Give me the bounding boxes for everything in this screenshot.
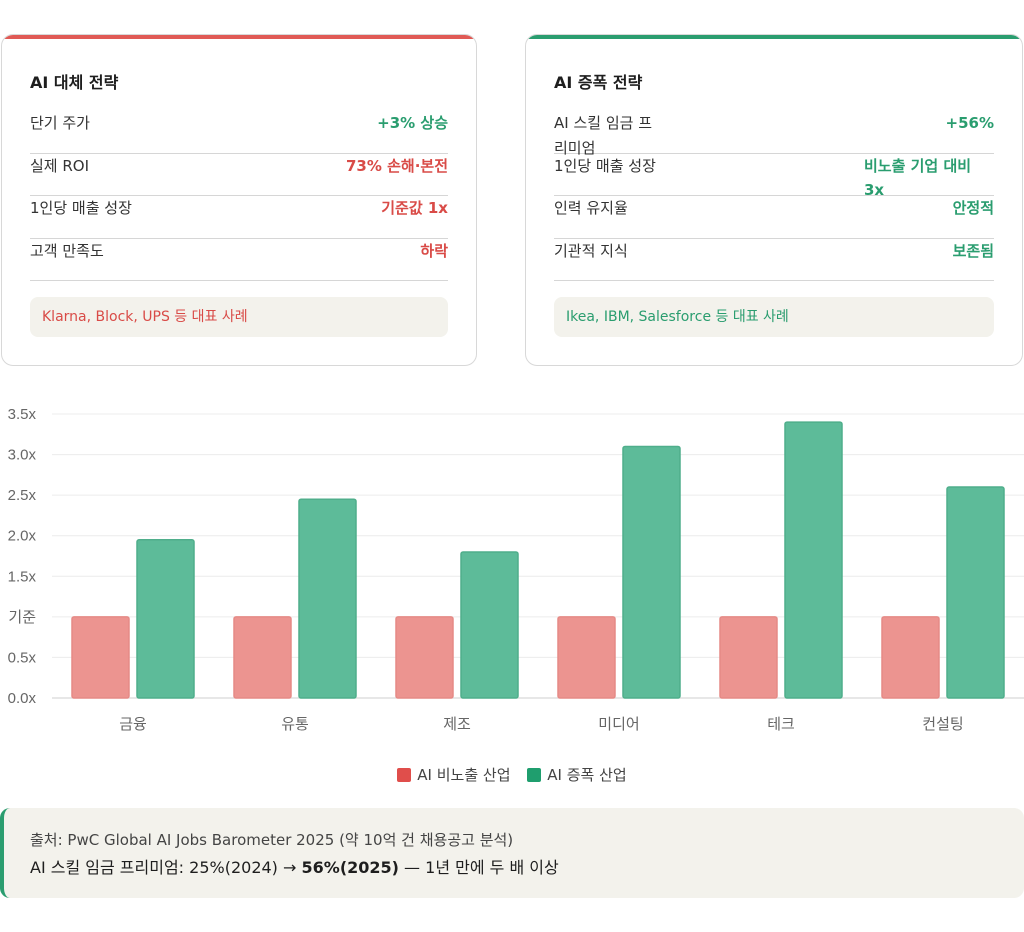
- metric-row: 1인당 매출 성장 비노출 기업 대비 3x: [554, 154, 994, 199]
- bar-amplify: [460, 551, 519, 699]
- metric-label: 1인당 매출 성장: [554, 156, 656, 175]
- bar-amplify: [784, 421, 843, 699]
- legend-swatch-green: [527, 768, 542, 782]
- source-citation: 출처: PwC Global AI Jobs Barometer 2025 (약…: [30, 831, 514, 849]
- bar-unexposed: [557, 616, 616, 699]
- y-tick-label: 2.5x: [8, 487, 37, 504]
- metric-label: 고객 만족도: [30, 241, 104, 260]
- metric-label: 인력 유지율: [554, 199, 628, 217]
- y-tick-label: 2.0x: [8, 528, 37, 545]
- x-category-label: 유통: [281, 715, 309, 733]
- y-tick-label: 3.0x: [8, 447, 37, 464]
- metric-value: 보존됨: [952, 241, 994, 260]
- legend-label: AI 증폭 산업: [547, 766, 627, 784]
- amplify-card-title: AI 증폭 전략: [554, 73, 643, 92]
- legend-item-unexposed[interactable]: AI 비노출 산업: [397, 764, 511, 785]
- amplify-example-note: Ikea, IBM, Salesforce 등 대표 사례: [554, 297, 994, 337]
- amplify-strategy-card: AI 증폭 전략 AI 스킬 임금 프리미엄 +56% 1인당 매출 성장 비노…: [525, 34, 1023, 366]
- bar-unexposed: [71, 616, 130, 699]
- y-tick-label: 기준: [8, 609, 36, 626]
- y-tick-label: 0.0x: [8, 690, 37, 707]
- metric-value: +3% 상승: [377, 114, 448, 132]
- summary-suffix: — 1년 만에 두 배 이상: [398, 858, 559, 877]
- metric-label: 실제 ROI: [30, 156, 90, 175]
- x-category-label: 미디어: [598, 715, 639, 733]
- bar-amplify: [298, 498, 357, 699]
- bar-unexposed: [395, 616, 454, 699]
- metric-value: 비노출 기업 대비 3x: [864, 156, 972, 199]
- metric-label: 기관적 지식: [554, 241, 628, 260]
- bar-amplify: [946, 486, 1005, 699]
- bar-amplify: [622, 445, 681, 699]
- metric-row: 고객 만족도 하락: [30, 239, 448, 281]
- x-category-label: 제조: [443, 715, 471, 733]
- replace-strategy-card: AI 대체 전략 단기 주가 +3% 상승 실제 ROI 73% 손해·본전 1…: [1, 34, 477, 366]
- metric-value: 하락: [420, 241, 448, 260]
- chart-svg: 0.0x 0.5x 기준 1.5x 2.0x 2.5x 3.0x 3.5x 금융 유통 제조 미디어 테…: [8, 406, 1024, 733]
- metric-value: 73% 손해·본전: [345, 156, 448, 175]
- x-category-label: 금융: [119, 715, 147, 733]
- x-category-label: 테크: [767, 715, 795, 733]
- metric-row: AI 스킬 임금 프리미엄 +56%: [554, 111, 994, 157]
- metric-label: 1인당 매출 성장: [30, 199, 132, 217]
- metric-row: 기관적 지식 보존됨: [554, 239, 994, 281]
- legend-swatch-red: [397, 768, 412, 782]
- metric-label: 단기 주가: [30, 114, 90, 132]
- y-tick-label: 1.5x: [8, 568, 37, 585]
- replace-card-title: AI 대체 전략: [30, 73, 119, 92]
- bar-unexposed: [233, 616, 292, 699]
- summary-highlight: 56%(2025): [301, 858, 399, 877]
- replace-example-note: Klarna, Block, UPS 등 대표 사례: [30, 297, 448, 337]
- x-category-label: 컨설팅: [922, 715, 963, 733]
- chart-legend: AI 비노출 산업 AI 증폭 산업: [0, 764, 1024, 785]
- source-note: 출처: PwC Global AI Jobs Barometer 2025 (약…: [0, 808, 1024, 898]
- metric-row: 실제 ROI 73% 손해·본전: [30, 154, 448, 196]
- y-tick-label: 3.5x: [8, 406, 37, 423]
- metric-row: 1인당 매출 성장 기준값 1x: [30, 196, 448, 239]
- bar-amplify: [136, 539, 195, 699]
- bar-unexposed: [719, 616, 778, 699]
- metric-row: 인력 유지율 안정적: [554, 196, 994, 239]
- metric-value: +56%: [945, 114, 994, 132]
- metric-label: AI 스킬 임금 프리미엄: [554, 114, 652, 157]
- metric-row: 단기 주가 +3% 상승: [30, 111, 448, 154]
- metric-value: 기준값 1x: [381, 199, 448, 217]
- legend-label: AI 비노출 산업: [417, 766, 511, 784]
- metric-value: 안정적: [952, 199, 994, 217]
- bar-unexposed: [881, 616, 940, 699]
- source-summary: AI 스킬 임금 프리미엄: 25%(2024) → 56%(2025) — 1…: [30, 856, 998, 880]
- summary-prefix: AI 스킬 임금 프리미엄: 25%(2024) →: [30, 858, 302, 877]
- y-tick-label: 0.5x: [8, 649, 37, 666]
- legend-item-amplify[interactable]: AI 증폭 산업: [527, 764, 627, 785]
- revenue-growth-chart: 0.0x 0.5x 기준 1.5x 2.0x 2.5x 3.0x 3.5x 금융 유통 제조 미디어 테…: [0, 396, 1024, 736]
